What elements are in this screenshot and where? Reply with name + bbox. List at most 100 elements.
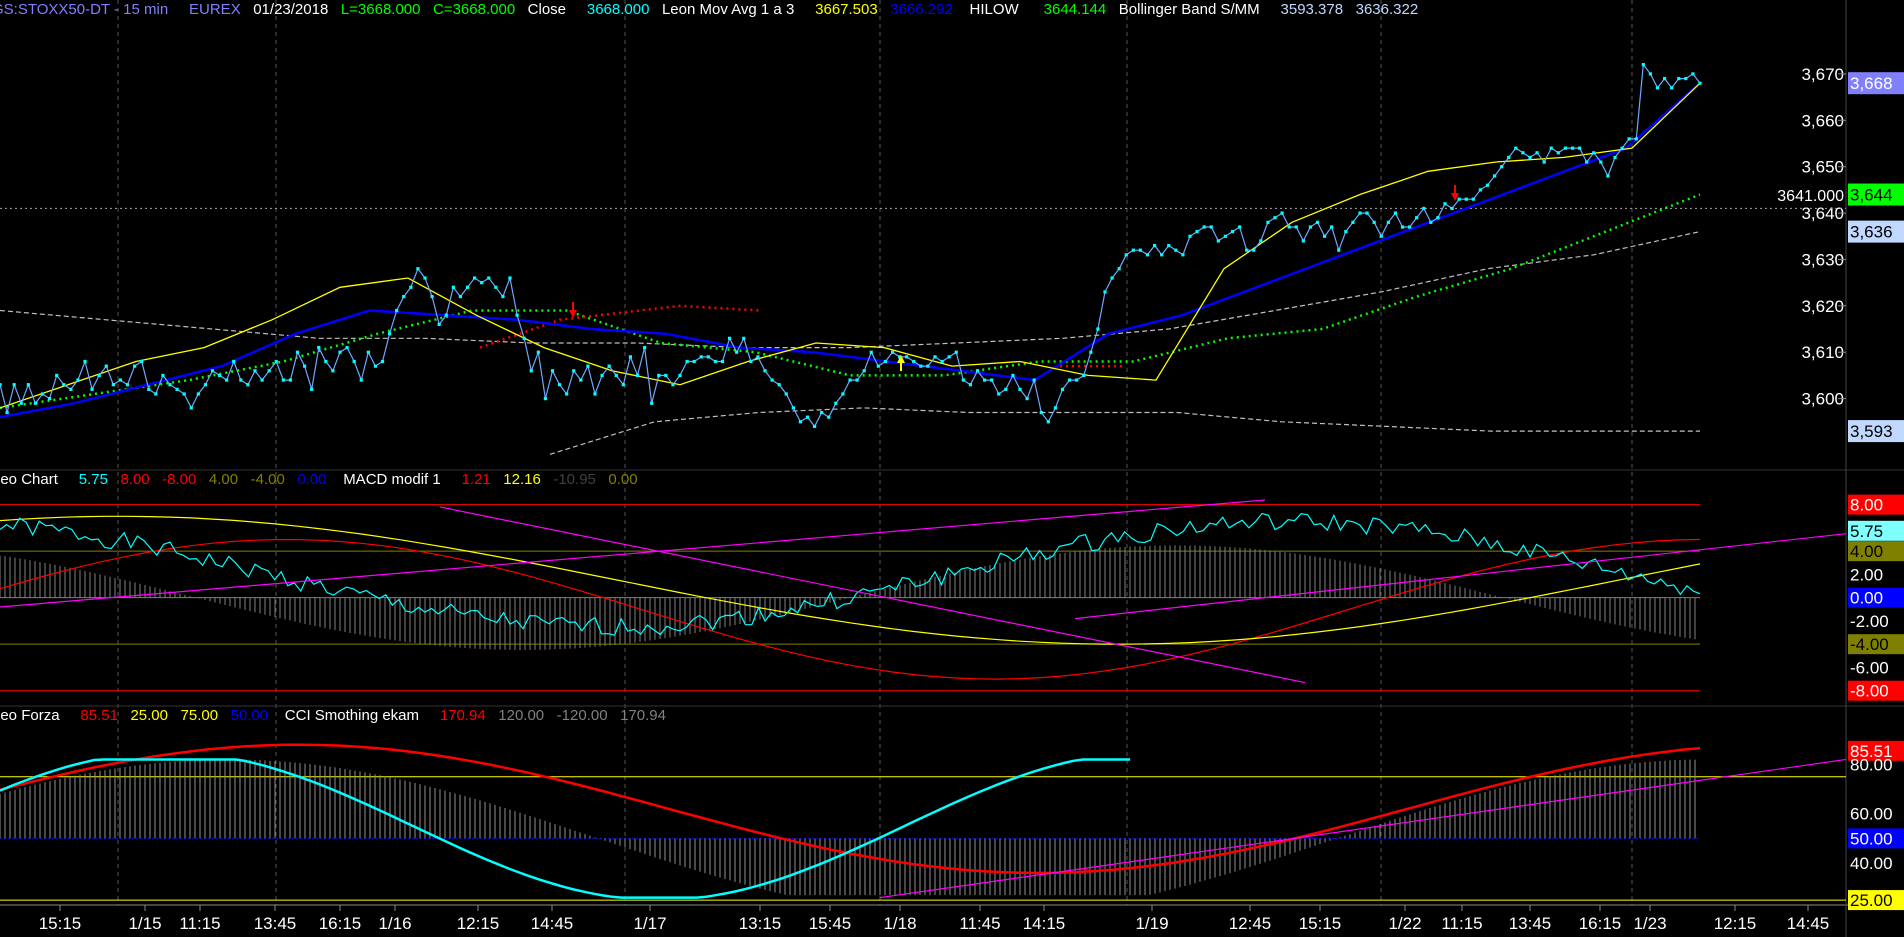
close-point	[572, 369, 576, 373]
cci-header: Leo Forza 85.51 25.00 75.00 50.00 CCI Sm…	[0, 707, 666, 725]
close-point	[310, 387, 314, 391]
close-point	[1018, 387, 1022, 391]
close-point	[777, 383, 781, 387]
time-tick-label: 1/17	[633, 914, 666, 933]
close-point	[997, 392, 1001, 396]
close-point	[600, 373, 604, 378]
close-point	[529, 369, 533, 373]
time-tick-label: 1/18	[883, 914, 916, 933]
leon-fast-line	[0, 82, 1701, 409]
close-point	[820, 410, 824, 415]
close-point	[1259, 239, 1263, 243]
price-label-text: 3,668	[1850, 74, 1893, 93]
close-point	[1322, 234, 1327, 238]
close-point	[586, 364, 590, 368]
close-point	[593, 392, 597, 396]
close-point	[543, 397, 548, 401]
close-point	[83, 359, 87, 364]
close-point	[125, 383, 130, 387]
close-point	[1670, 86, 1674, 90]
time-tick-label: 16:15	[1579, 914, 1622, 933]
cci-value-4: 50.00	[230, 707, 269, 724]
close-point	[982, 378, 987, 382]
hilow-label: HILOW	[969, 1, 1019, 18]
price-tick-label: 3,650	[1801, 158, 1844, 177]
leon-slow-line	[0, 82, 1701, 419]
time-tick-label: 11:45	[959, 914, 1000, 933]
close-point	[1698, 81, 1702, 85]
close-point	[182, 392, 186, 396]
reference-price-label: 3641.000	[1777, 188, 1844, 205]
close-point	[274, 359, 278, 364]
close-point	[1230, 230, 1235, 234]
close-point	[345, 345, 349, 350]
close-point	[161, 373, 165, 378]
macd-value-4: 4.00	[208, 471, 239, 488]
macd-value-3: -8.00	[162, 471, 197, 488]
bollinger-upper-line	[0, 231, 1701, 349]
close-point	[1542, 160, 1546, 164]
close-point	[784, 392, 788, 396]
close-point	[1082, 373, 1086, 378]
close-point	[1096, 327, 1100, 331]
close-point	[1599, 160, 1603, 164]
close-point	[281, 378, 285, 382]
close-point	[494, 285, 498, 289]
time-tick-label: 1/22	[1388, 914, 1421, 933]
close-point	[1337, 248, 1341, 252]
close-point	[1195, 230, 1199, 234]
close-point	[862, 369, 866, 373]
close-point	[1492, 174, 1497, 178]
close-point	[713, 359, 718, 364]
close-point	[1287, 225, 1291, 229]
close-point	[841, 392, 845, 396]
close-point	[1514, 146, 1518, 150]
close-point	[947, 355, 951, 359]
close-point	[1528, 155, 1532, 160]
close-point	[1351, 220, 1355, 224]
cci-label-box	[1848, 890, 1904, 911]
bollinger-label: Bollinger Band S/MM	[1118, 1, 1260, 18]
cci-label-box	[1848, 828, 1904, 849]
close-point	[855, 378, 859, 382]
macd-value-2: 8.00	[120, 471, 150, 488]
macd-label-text: 2.00	[1850, 565, 1883, 584]
close-point	[1549, 146, 1553, 150]
sell-arrow-icon	[1451, 185, 1459, 201]
close-point	[1245, 248, 1249, 252]
close-point	[1273, 216, 1277, 220]
cci-c2: 120.00	[498, 707, 545, 724]
close-point	[1407, 225, 1412, 229]
time-tick-label: 14:45	[1787, 914, 1830, 933]
close-point	[1386, 220, 1390, 224]
close-point	[62, 383, 66, 387]
close-point	[968, 383, 973, 387]
price-tick-label: 3,610	[1801, 343, 1844, 362]
macd-label-text: 0.00	[1850, 589, 1883, 608]
close-point	[805, 415, 810, 419]
close-point	[1039, 410, 1043, 415]
price-label-box	[1848, 220, 1904, 243]
close-point	[1592, 151, 1596, 155]
close-point	[395, 308, 399, 313]
close-point	[692, 359, 696, 364]
time-tick-label: 12:15	[1714, 914, 1757, 933]
close-point	[720, 359, 725, 364]
close-point	[1429, 220, 1433, 224]
macd-label-box	[1848, 520, 1904, 541]
close-point	[1280, 211, 1284, 215]
close-point	[416, 267, 420, 271]
close-point	[132, 364, 137, 368]
close-point	[1634, 137, 1638, 141]
close-point	[366, 350, 370, 354]
close-label: Close	[527, 1, 567, 18]
macd-label-box	[1848, 494, 1904, 515]
close-point	[961, 378, 965, 382]
close-point	[1471, 197, 1475, 201]
macd-label-box	[1848, 634, 1904, 655]
price-tick-label: 3,640	[1801, 204, 1844, 223]
bollinger-value-1: 3593.378	[1280, 1, 1344, 18]
close-point	[1535, 151, 1539, 155]
